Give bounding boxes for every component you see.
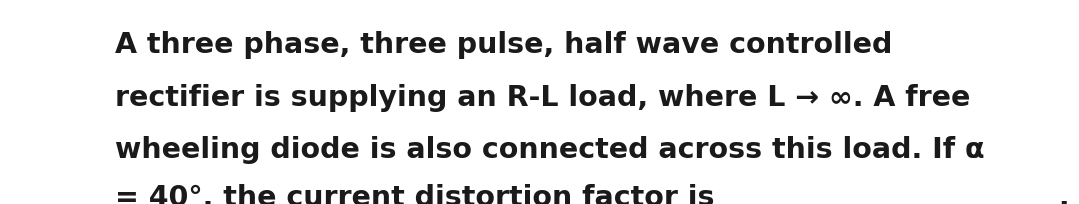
Text: = 40°, the current distortion factor is: = 40°, the current distortion factor is — [115, 184, 725, 204]
Text: rectifier is supplying an R-L load, where L → ∞. A free: rectifier is supplying an R-L load, wher… — [115, 84, 971, 112]
Text: .: . — [1049, 184, 1069, 204]
Text: ________: ________ — [902, 184, 1015, 204]
Text: wheeling diode is also connected across this load. If α: wheeling diode is also connected across … — [115, 136, 985, 164]
Text: A three phase, three pulse, half wave controlled: A three phase, three pulse, half wave co… — [115, 31, 892, 59]
